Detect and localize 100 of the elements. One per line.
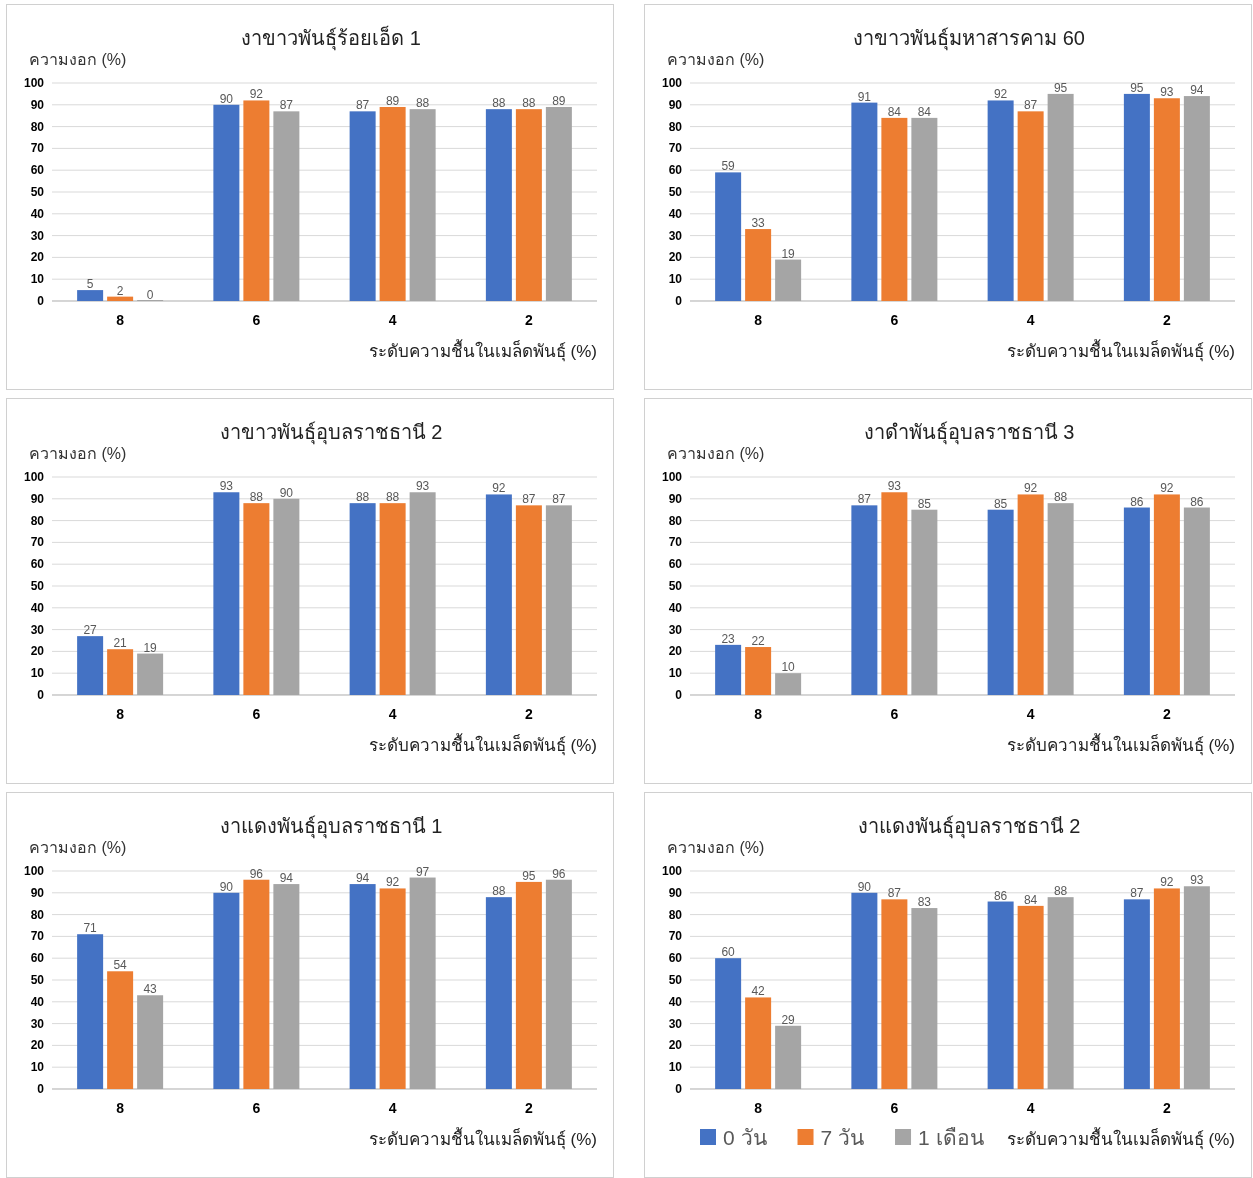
y-tick-label: 90 [668,491,683,506]
bar [379,503,406,695]
y-axis-title: ความงอก (%) [667,839,765,856]
y-tick-label: 10 [30,666,45,681]
data-label: 19 [143,640,158,655]
data-label: 93 [415,479,430,494]
y-tick-label: 30 [668,1016,683,1031]
data-label: 85 [993,496,1008,511]
y-tick-label: 80 [30,119,45,134]
chart-title: งาแดงพันธุ์อุบลราชธานี 1 [219,815,443,839]
y-tick-label: 50 [668,973,683,987]
y-tick-label: 10 [668,1060,683,1075]
data-label: 90 [279,485,294,500]
data-label: 90 [219,91,234,106]
y-tick-label: 30 [30,622,45,637]
y-tick-label: 40 [668,994,683,1009]
y-tick-label: 30 [668,228,683,243]
bar [349,884,376,1089]
y-tick-label: 100 [661,470,683,484]
bar [881,117,908,301]
bar [715,644,742,695]
y-tick-label: 80 [668,513,683,528]
y-tick-label: 70 [668,929,683,944]
data-label: 93 [219,479,234,494]
y-tick-label: 60 [30,557,45,572]
x-tick-label: 6 [890,706,899,722]
data-label: 90 [219,879,234,894]
y-tick-label: 100 [23,864,45,878]
data-label: 86 [1190,494,1204,509]
x-axis-title: ระดับความชื้นในเมล็ดพันธุ์ (%) [368,1127,597,1150]
data-label: 94 [1190,83,1204,98]
data-label: 92 [993,87,1008,102]
data-label: 85 [917,496,932,511]
legend-label: 1 เดือน [918,1126,984,1149]
data-label: 10 [781,660,796,675]
bar [515,881,542,1089]
data-label: 23 [721,631,736,646]
data-label: 59 [721,159,736,174]
data-label: 60 [721,945,736,960]
data-label: 87 [857,492,872,507]
x-axis-title: ระดับความชื้นในเมล็ดพันธุ์ (%) [368,339,597,362]
y-tick-label: 70 [30,535,45,550]
x-tick-label: 6 [890,312,899,328]
x-tick-label: 6 [252,312,261,328]
data-label: 84 [917,104,932,119]
bar [409,492,436,695]
bar [987,100,1014,301]
data-label: 42 [751,984,766,999]
y-tick-label: 20 [668,1038,683,1053]
data-label: 27 [83,623,98,638]
bar [379,106,406,301]
bar [77,934,104,1089]
bar [715,958,742,1089]
bar [213,104,240,301]
bar [1123,507,1150,695]
bar [515,505,542,695]
bar [1183,886,1210,1089]
bar [243,879,270,1089]
bar [545,505,572,695]
data-label: 87 [522,492,536,507]
data-label: 87 [279,98,294,113]
bar [107,971,134,1089]
data-label: 88 [492,96,506,111]
data-label: 95 [522,868,536,883]
bar [911,509,938,695]
x-tick-label: 4 [388,1100,397,1116]
bar [545,879,572,1089]
data-label: 87 [552,492,566,507]
data-label: 89 [552,93,566,108]
bar [1123,93,1150,301]
bar [515,109,542,301]
bar [745,997,772,1089]
x-tick-label: 4 [1026,706,1035,722]
data-label: 43 [143,982,158,997]
bar [485,494,512,695]
y-tick-label: 20 [668,644,683,659]
y-tick-label: 80 [668,907,683,922]
bar [745,229,772,301]
bar [137,653,164,695]
data-label: 71 [83,921,98,936]
data-label: 0 [146,288,154,302]
y-tick-label: 90 [30,97,45,112]
y-tick-label: 0 [675,688,683,702]
x-tick-label: 8 [116,312,125,328]
bar [409,877,436,1089]
data-label: 88 [1053,490,1068,505]
x-tick-label: 8 [116,706,125,722]
bar [1017,111,1044,301]
bar [1183,507,1210,695]
y-tick-label: 60 [668,951,683,966]
bar [1017,905,1044,1089]
bar [911,908,938,1089]
y-tick-label: 20 [30,644,45,659]
bar [273,111,300,301]
bar [745,647,772,695]
y-tick-label: 50 [30,973,45,987]
data-label: 86 [993,888,1008,903]
y-tick-label: 30 [30,1016,45,1031]
data-label: 92 [249,87,264,102]
data-label: 83 [917,895,932,910]
